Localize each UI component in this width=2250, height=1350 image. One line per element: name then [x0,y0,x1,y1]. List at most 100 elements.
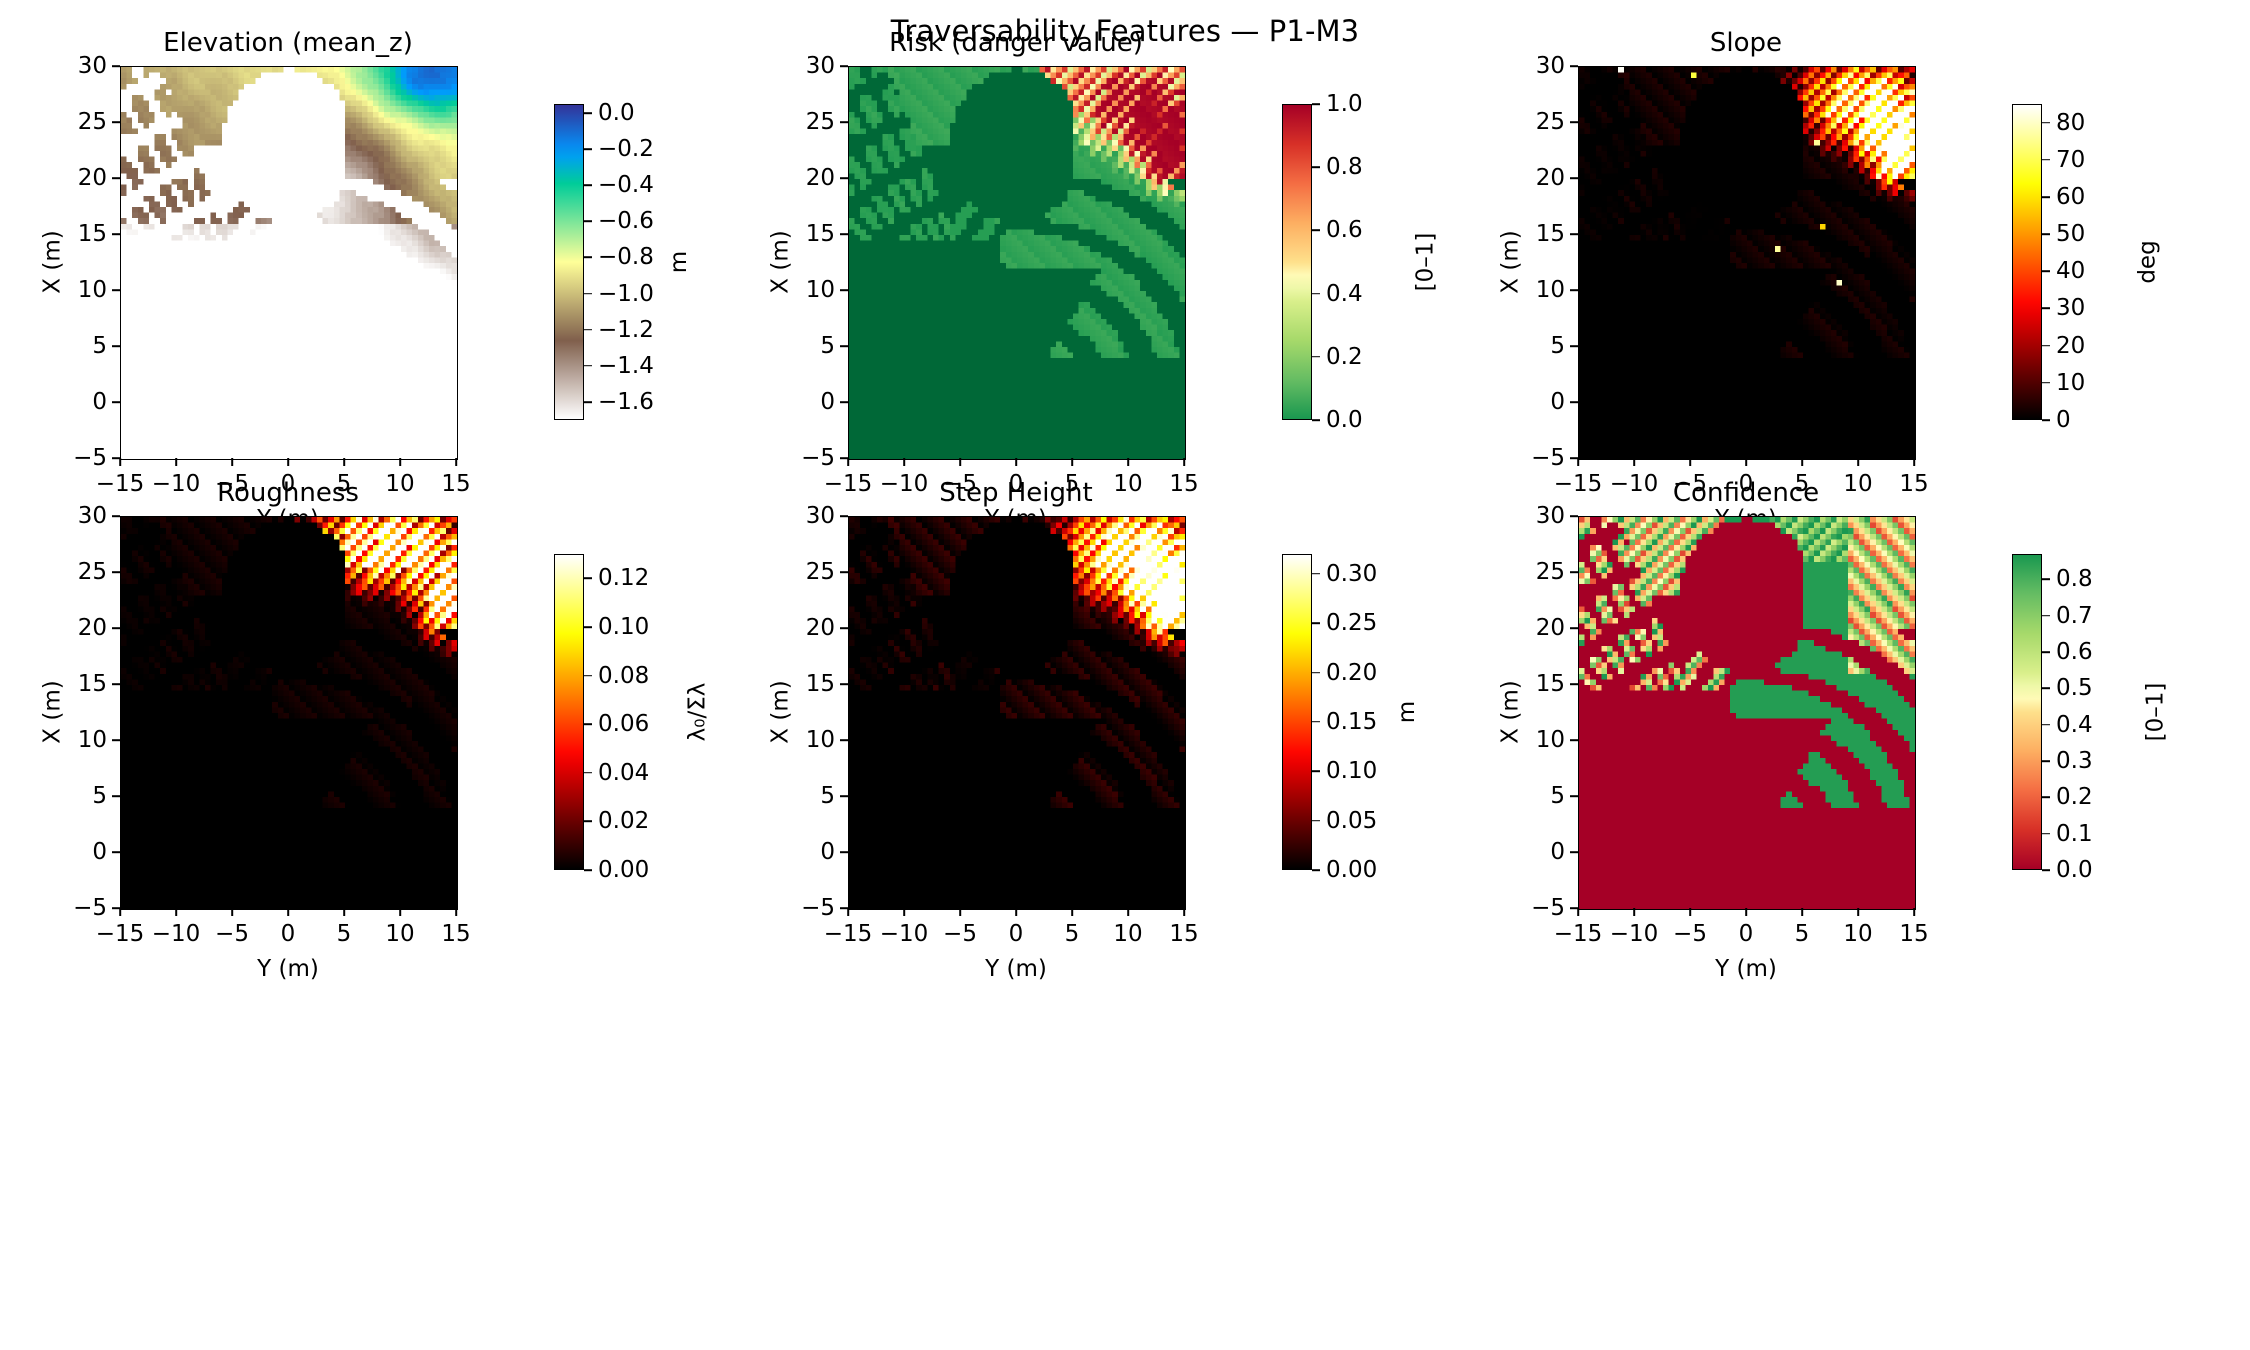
ytick-label-step_height-3: 10 [805,727,835,753]
xtick-mark-step_height-1 [903,908,905,916]
colorbar-tick-label-elevation-1: −0.2 [598,136,654,163]
xtick-label-confidence-4: 5 [1794,921,1810,947]
xaxis-label-confidence: Y (m) [1715,956,1777,982]
plot-area-risk[interactable] [848,66,1186,460]
ytick-label-slope-3: 10 [1535,277,1565,303]
plot-area-step_height[interactable] [848,516,1186,910]
yaxis-label-confidence: X (m) [1497,680,1523,744]
xtick-label-roughness-5: 10 [385,921,415,947]
subplot-title-elevation: Elevation (mean_z) [163,28,413,58]
subplot-risk: Risk (danger value) −5 0 5 10 15 20 25 30 −15 −10−… [767,28,1438,532]
subplot-title-roughness: Roughness [217,478,359,508]
colorbar-tick-label-step_height-5: 0.25 [1326,610,1378,637]
colorbar-tick-mark-slope-8 [2042,121,2050,124]
xtick-mark-step_height-6 [1183,908,1185,916]
colorbar-tick-label-roughness-3: 0.06 [598,711,650,738]
colorbar-tick-label-elevation-2: −0.4 [598,172,654,199]
colorbar-tick-mark-step_height-2 [1312,770,1320,773]
colorbar-tick-mark-confidence-3 [2042,760,2050,762]
colorbar-tick-label-confidence-6: 0.6 [2056,639,2093,666]
xtick-mark-elevation-4 [343,458,345,466]
colorbar-tick-label-confidence-3: 0.3 [2056,748,2093,775]
ytick-mark-confidence-0 [1570,907,1578,909]
colorbar-tick-mark-elevation-3 [584,220,592,223]
colorbar-tick-label-roughness-5: 0.10 [598,613,650,640]
colorbar-tick-mark-risk-1 [1312,356,1320,358]
colorbar-gradient-confidence [2012,554,2042,870]
xtick-label-risk-2: −5 [943,471,977,497]
colorbar-tick-mark-elevation-1 [584,148,592,150]
heatmap-confidence [1579,517,1915,909]
xtick-mark-roughness-1 [175,908,177,916]
ytick-label-confidence-1: 0 [1550,839,1565,865]
ytick-label-roughness-7: 30 [77,503,107,529]
colorbar-tick-label-slope-4: 40 [2056,258,2086,285]
xtick-label-confidence-2: −5 [1673,921,1707,947]
plot-area-slope[interactable] [1578,66,1916,460]
colorbar-tick-label-risk-0: 0.0 [1326,407,1363,433]
colorbar-tick-mark-risk-3 [1312,229,1320,232]
ytick-mark-slope-6 [1570,121,1578,123]
colorbar-tick-mark-risk-5 [1312,103,1320,105]
ytick-label-step_height-1: 0 [820,839,835,865]
ytick-label-confidence-3: 10 [1535,727,1565,753]
xtick-label-step_height-4: 5 [1064,921,1080,947]
colorbar-tick-mark-slope-1 [2042,382,2050,384]
ytick-mark-elevation-4 [112,233,120,235]
ytick-mark-step_height-4 [840,683,848,685]
colorbar-gradient-roughness [554,554,584,870]
colorbar-tick-label-slope-6: 60 [2056,183,2086,210]
colorbar-tick-label-confidence-8: 0.8 [2056,566,2093,593]
xtick-label-elevation-2: −5 [215,471,249,497]
colorbar-tick-label-risk-4: 0.8 [1326,154,1363,181]
xtick-mark-step_height-0 [847,908,849,916]
ytick-mark-roughness-5 [112,627,120,629]
ytick-label-roughness-1: 0 [92,839,107,865]
ytick-mark-roughness-4 [112,683,120,685]
ytick-label-risk-2: 5 [820,333,835,359]
ytick-mark-roughness-1 [112,851,120,853]
colorbar-tick-label-step_height-3: 0.15 [1326,708,1378,735]
ytick-mark-risk-5 [840,177,848,179]
colorbar-tick-mark-risk-4 [1312,166,1320,168]
xtick-mark-slope-6 [1913,458,1915,466]
colorbar-tick-mark-step_height-0 [1312,869,1320,871]
xtick-label-confidence-3: 0 [1738,921,1754,947]
ytick-label-roughness-4: 15 [77,671,107,697]
xtick-mark-roughness-0 [119,908,121,916]
ytick-mark-step_height-5 [840,627,848,629]
colorbar-tick-label-elevation-4: −0.8 [598,244,654,271]
ytick-mark-risk-3 [840,289,848,291]
colorbar-tick-mark-step_height-4 [1312,671,1320,674]
ytick-mark-confidence-1 [1570,851,1578,853]
colorbar-label-step_height: m [1394,700,1421,724]
xtick-mark-risk-3 [1015,458,1017,466]
colorbar-tick-label-elevation-3: −0.6 [598,208,654,235]
ytick-mark-roughness-6 [112,571,120,573]
ytick-label-elevation-3: 10 [77,277,107,303]
colorbar-tick-mark-step_height-6 [1312,572,1320,575]
ytick-label-step_height-4: 15 [805,671,835,697]
ytick-mark-risk-4 [840,233,848,235]
ytick-label-risk-5: 20 [805,165,835,191]
xtick-label-elevation-0: −15 [95,471,145,497]
ytick-mark-confidence-3 [1570,739,1578,741]
xtick-label-elevation-1: −10 [151,471,201,497]
ytick-label-risk-1: 0 [820,389,835,415]
colorbar-label-roughness: λ₀/Σλ [684,682,711,742]
ytick-label-risk-0: −5 [801,445,835,471]
colorbar-tick-mark-elevation-6 [584,328,592,331]
colorbar-tick-label-elevation-0: 0.0 [598,100,635,127]
ytick-label-risk-7: 30 [805,53,835,79]
subplot-step_height: Step Height −5 0 5 10 15 20 25 30 −15 −10 −5 0 5 10 15 Y… [767,478,1420,982]
ytick-label-confidence-5: 20 [1535,615,1565,641]
colorbar-confidence: 0.0 0.1 0.2 0.3 0.4 0.5 0.6 0.7 0.8 [0–1] [2012,554,2168,883]
plot-area-roughness[interactable] [120,516,458,910]
plot-area-confidence[interactable] [1578,516,1916,910]
xtick-mark-risk-5 [1127,458,1129,466]
xaxis-label-step_height: Y (m) [985,956,1047,982]
plot-area-elevation[interactable] [120,66,458,460]
ytick-label-slope-4: 15 [1535,221,1565,247]
colorbar-tick-label-risk-3: 0.6 [1326,217,1363,244]
